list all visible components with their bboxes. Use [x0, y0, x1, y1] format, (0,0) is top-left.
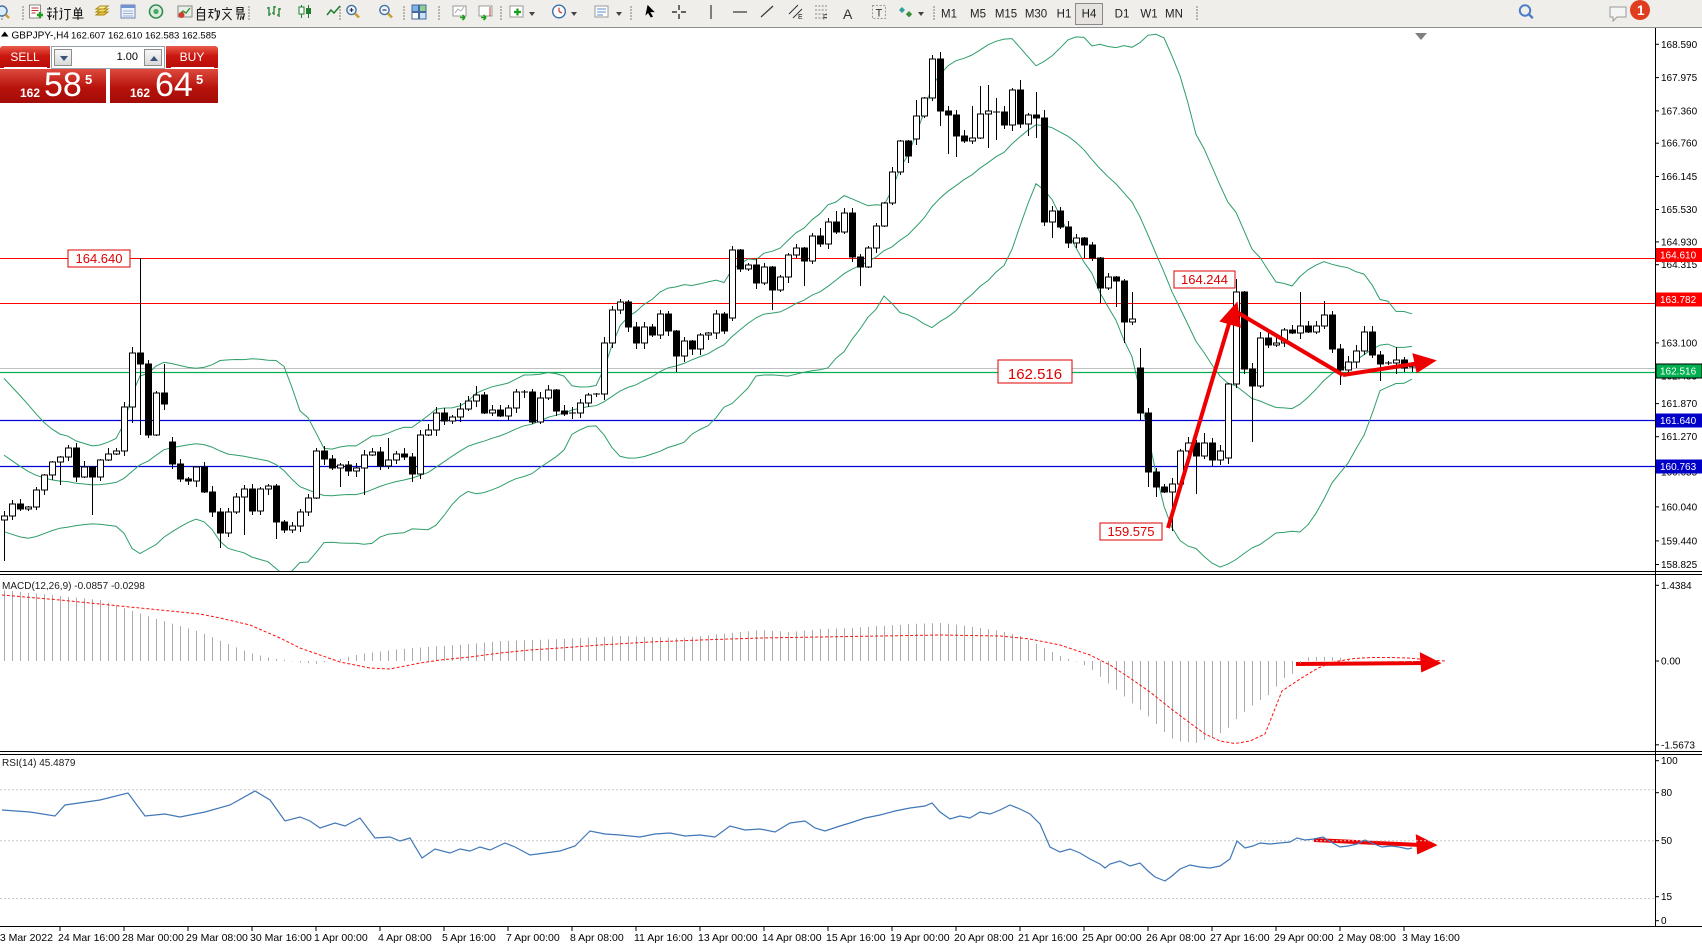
svg-text:162.516: 162.516 — [1008, 366, 1062, 383]
svg-text:164.610: 164.610 — [1660, 251, 1697, 262]
svg-text:21 Apr 16:00: 21 Apr 16:00 — [1018, 932, 1078, 944]
svg-text:25 Apr 00:00: 25 Apr 00:00 — [1082, 932, 1142, 944]
svg-text:15: 15 — [1661, 892, 1673, 903]
svg-text:20 Apr 08:00: 20 Apr 08:00 — [954, 932, 1014, 944]
svg-text:E: E — [798, 14, 803, 21]
svg-text:1: 1 — [1637, 3, 1645, 18]
svg-text:M15: M15 — [995, 9, 1017, 21]
svg-text:F: F — [823, 15, 827, 22]
svg-text:162.516: 162.516 — [1660, 367, 1697, 378]
svg-text:161.270: 161.270 — [1661, 432, 1698, 443]
svg-text:166.760: 166.760 — [1661, 139, 1698, 150]
svg-text:2 May 08:00: 2 May 08:00 — [1338, 932, 1396, 944]
svg-text:3 May 16:00: 3 May 16:00 — [1402, 932, 1460, 944]
svg-text:5 Apr 16:00: 5 Apr 16:00 — [442, 932, 496, 944]
svg-text:24 Mar 16:00: 24 Mar 16:00 — [58, 932, 120, 944]
svg-text:29 Apr 00:00: 29 Apr 00:00 — [1274, 932, 1334, 944]
svg-text:GBPJPY-,H4: GBPJPY-,H4 — [12, 31, 70, 42]
svg-text:D1: D1 — [1115, 9, 1130, 21]
svg-text:MN: MN — [1165, 9, 1183, 21]
svg-text:7 Apr 00:00: 7 Apr 00:00 — [506, 932, 560, 944]
svg-text:A: A — [843, 6, 853, 22]
svg-text:13 Apr 00:00: 13 Apr 00:00 — [698, 932, 758, 944]
svg-text:161.870: 161.870 — [1661, 399, 1698, 410]
svg-text:8 Apr 08:00: 8 Apr 08:00 — [570, 932, 624, 944]
svg-text:T: T — [876, 8, 883, 20]
svg-text:166.145: 166.145 — [1661, 172, 1698, 183]
svg-text:M1: M1 — [941, 9, 957, 21]
svg-text:159.440: 159.440 — [1661, 536, 1698, 547]
svg-text:158.825: 158.825 — [1661, 560, 1698, 571]
svg-text:163.782: 163.782 — [1660, 295, 1697, 306]
svg-text:165.530: 165.530 — [1661, 205, 1698, 216]
svg-text:19 Apr 00:00: 19 Apr 00:00 — [890, 932, 950, 944]
svg-text:26 Apr 08:00: 26 Apr 08:00 — [1146, 932, 1206, 944]
svg-text:164.315: 164.315 — [1661, 260, 1698, 271]
svg-text:23 Mar 2022: 23 Mar 2022 — [0, 932, 53, 944]
svg-text:29 Mar 08:00: 29 Mar 08:00 — [186, 932, 248, 944]
svg-text:0: 0 — [1661, 916, 1667, 927]
svg-text:167.360: 167.360 — [1661, 106, 1698, 117]
svg-text:11 Apr 16:00: 11 Apr 16:00 — [634, 932, 693, 944]
svg-text:163.100: 163.100 — [1661, 338, 1698, 349]
svg-text:164.244: 164.244 — [1181, 272, 1228, 287]
svg-text:M5: M5 — [970, 9, 986, 21]
svg-text:27 Apr 16:00: 27 Apr 16:00 — [1210, 932, 1270, 944]
svg-text:160.763: 160.763 — [1660, 462, 1697, 473]
svg-text:4 Apr 08:00: 4 Apr 08:00 — [378, 932, 432, 944]
svg-text:80: 80 — [1661, 788, 1673, 799]
svg-text:-1.5673: -1.5673 — [1661, 740, 1695, 751]
svg-text:RSI(14) 45.4879: RSI(14) 45.4879 — [2, 758, 76, 769]
svg-text:H4: H4 — [1082, 9, 1097, 21]
svg-text:30 Mar 16:00: 30 Mar 16:00 — [250, 932, 312, 944]
svg-text:168.590: 168.590 — [1661, 40, 1698, 51]
svg-text:160.040: 160.040 — [1661, 502, 1698, 513]
svg-text:164.640: 164.640 — [76, 251, 123, 266]
svg-text:1 Apr 00:00: 1 Apr 00:00 — [314, 932, 368, 944]
svg-text:H1: H1 — [1057, 9, 1072, 21]
svg-text:15 Apr 16:00: 15 Apr 16:00 — [826, 932, 886, 944]
svg-text:164.930: 164.930 — [1661, 237, 1698, 248]
svg-text:M30: M30 — [1025, 9, 1047, 21]
svg-text:1.4384: 1.4384 — [1661, 581, 1692, 592]
svg-text:50: 50 — [1661, 836, 1673, 847]
svg-text:159.575: 159.575 — [1108, 524, 1155, 539]
svg-text:0.00: 0.00 — [1661, 657, 1681, 668]
svg-text:14 Apr 08:00: 14 Apr 08:00 — [762, 932, 822, 944]
svg-text:MACD(12,26,9) -0.0857 -0.0298: MACD(12,26,9) -0.0857 -0.0298 — [2, 581, 145, 592]
svg-text:28 Mar 00:00: 28 Mar 00:00 — [122, 932, 184, 944]
svg-text:162.607 162.610 162.583 162.58: 162.607 162.610 162.583 162.585 — [71, 31, 216, 42]
svg-text:167.975: 167.975 — [1661, 73, 1698, 84]
svg-text:100: 100 — [1661, 756, 1678, 767]
svg-text:161.640: 161.640 — [1660, 416, 1697, 427]
svg-text:W1: W1 — [1140, 9, 1157, 21]
